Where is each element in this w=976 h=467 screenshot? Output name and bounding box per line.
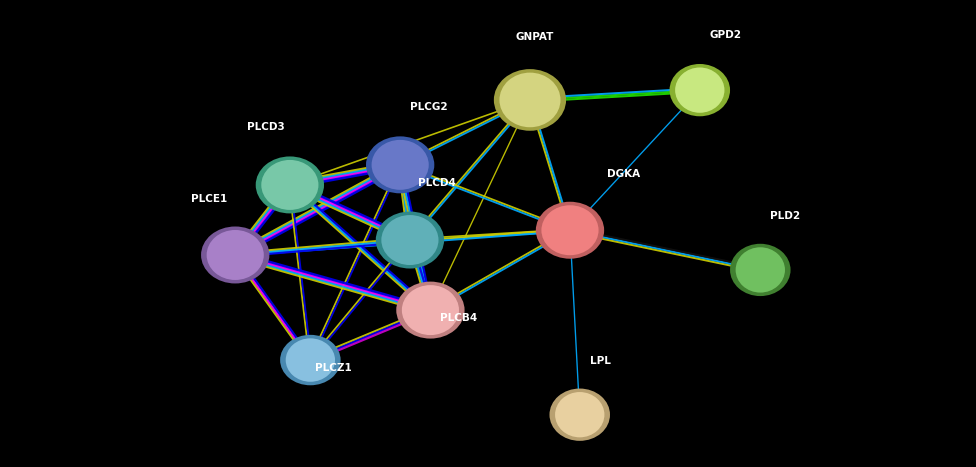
Text: PLD2: PLD2	[770, 211, 800, 221]
Text: GNPAT: GNPAT	[515, 32, 554, 42]
Text: LPL: LPL	[590, 356, 610, 366]
Ellipse shape	[401, 284, 460, 336]
Text: PLCD3: PLCD3	[247, 122, 285, 133]
Ellipse shape	[285, 338, 336, 382]
Ellipse shape	[674, 67, 725, 113]
Text: DGKA: DGKA	[607, 169, 640, 179]
Ellipse shape	[256, 156, 324, 213]
Ellipse shape	[261, 159, 319, 211]
Text: PLCG2: PLCG2	[410, 102, 448, 113]
Ellipse shape	[536, 202, 604, 259]
Ellipse shape	[499, 72, 561, 128]
Ellipse shape	[549, 389, 610, 441]
Ellipse shape	[735, 247, 786, 293]
Text: PLCZ1: PLCZ1	[315, 363, 352, 373]
Ellipse shape	[371, 139, 429, 191]
Ellipse shape	[381, 214, 439, 266]
Ellipse shape	[376, 212, 444, 269]
Ellipse shape	[730, 244, 791, 296]
Text: GPD2: GPD2	[710, 30, 742, 40]
Ellipse shape	[541, 205, 599, 256]
Ellipse shape	[280, 335, 341, 385]
Ellipse shape	[670, 64, 730, 116]
Text: PLCE1: PLCE1	[191, 194, 227, 204]
Ellipse shape	[396, 282, 465, 339]
Ellipse shape	[366, 136, 434, 193]
Text: PLCB4: PLCB4	[440, 313, 477, 323]
Text: PLCD4: PLCD4	[418, 177, 456, 188]
Ellipse shape	[554, 391, 605, 438]
Ellipse shape	[201, 226, 269, 283]
Ellipse shape	[206, 229, 264, 281]
Ellipse shape	[494, 69, 566, 131]
